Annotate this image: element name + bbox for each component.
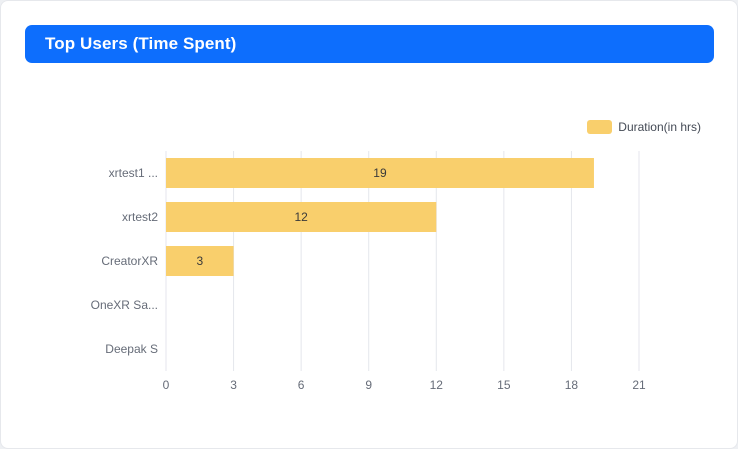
x-tick-label: 9 (365, 378, 372, 392)
bar-value-label: 12 (294, 210, 308, 224)
bar-value-label: 19 (373, 166, 387, 180)
card-title: Top Users (Time Spent) (45, 34, 237, 53)
y-category-label: Deepak S (105, 342, 158, 356)
legend-swatch (587, 120, 613, 134)
bar[interactable] (166, 202, 437, 232)
x-tick-label: 21 (632, 378, 646, 392)
legend-label: Duration(in hrs) (618, 120, 701, 134)
bar-value-label: 3 (196, 254, 203, 268)
y-axis-labels: xrtest1 ... xrtest2 CreatorXR OneXR Sa... De… (91, 166, 159, 356)
x-tick-label: 6 (298, 378, 305, 392)
y-category-label: OneXR Sa... (91, 298, 158, 312)
bar[interactable] (166, 246, 234, 276)
x-axis-labels: 0 3 6 9 12 15 18 21 (163, 378, 646, 392)
x-tick-label: 3 (230, 378, 237, 392)
y-category-label: xrtest2 (122, 210, 158, 224)
data-labels: 19 12 3 (196, 166, 387, 268)
x-tick-label: 15 (497, 378, 511, 392)
chart-legend[interactable]: Duration(in hrs) (587, 120, 701, 134)
x-tick-label: 18 (565, 378, 579, 392)
y-category-label: xrtest1 ... (109, 166, 158, 180)
y-category-label: CreatorXR (101, 254, 158, 268)
x-tick-label: 12 (430, 378, 444, 392)
card-header: Top Users (Time Spent) (25, 25, 714, 63)
bars (166, 158, 594, 276)
bar[interactable] (166, 158, 594, 188)
x-tick-label: 0 (163, 378, 170, 392)
